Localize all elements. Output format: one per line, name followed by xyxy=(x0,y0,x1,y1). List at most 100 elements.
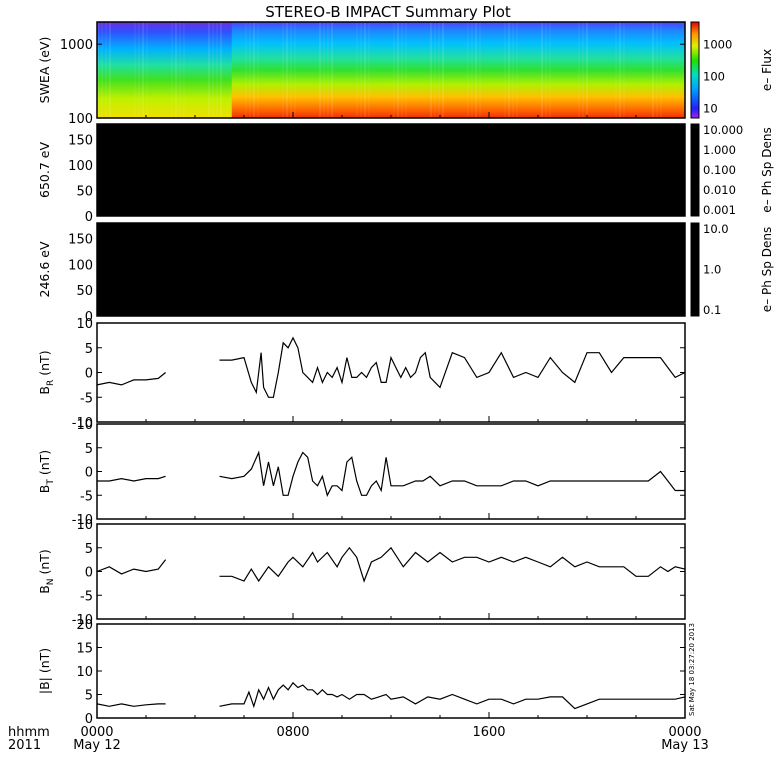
bt-ytick-label: 5 xyxy=(85,442,93,457)
bt-ytick-label: 0 xyxy=(85,466,93,481)
pad650-colorbar-tick: 0.100 xyxy=(703,163,736,177)
swea-streak xyxy=(623,22,625,118)
swea-streak xyxy=(331,22,333,118)
br-ytick-label: 10 xyxy=(76,317,93,332)
swea-streak xyxy=(512,22,514,118)
br-series-segment xyxy=(219,336,686,398)
swea-streak xyxy=(430,22,432,118)
swea-streak xyxy=(216,22,218,118)
swea-streak xyxy=(245,22,247,118)
swea-streak xyxy=(545,22,547,118)
time-axis-format-label: hhmm xyxy=(8,725,50,740)
br-series-segment xyxy=(96,372,166,386)
pad650-ylabel: 650.7 eV xyxy=(37,142,52,198)
swea-streak xyxy=(171,22,173,118)
swea-streak xyxy=(467,22,469,118)
swea-streak xyxy=(504,22,506,118)
swea-streak xyxy=(434,22,436,118)
bt-ylabel: BT (nT) xyxy=(37,450,56,493)
pad246-colorbar-tick: 0.1 xyxy=(703,303,721,317)
bt-series-segment xyxy=(219,450,685,497)
time-tick-label: 0000 xyxy=(668,725,701,740)
swea-ylabel: SWEA (eV) xyxy=(37,37,52,104)
swea-streak xyxy=(138,22,140,118)
pad650-colorbar-tick: 1.000 xyxy=(703,143,736,157)
swea-streak xyxy=(656,22,658,118)
bn-ytick-label: 0 xyxy=(85,566,93,581)
swea-streak xyxy=(183,22,185,118)
swea-streak xyxy=(401,22,403,118)
swea-streak xyxy=(393,22,395,118)
br-ytick-label: 5 xyxy=(85,342,93,357)
pad246-ytick-label: 50 xyxy=(76,284,93,299)
pad650-pitch-angle-map xyxy=(97,124,685,216)
swea-streak xyxy=(220,22,222,118)
swea-streak xyxy=(208,22,210,118)
bn-series-segment xyxy=(219,546,686,583)
swea-streak xyxy=(397,22,399,118)
pad246-ytick-label: 150 xyxy=(68,233,93,248)
swea-streak xyxy=(364,22,366,118)
bt-ytick-label: -10 xyxy=(72,513,93,528)
pad246-ytick-label: 100 xyxy=(68,258,93,273)
swea-streak xyxy=(253,22,255,118)
bt-ytick-label: -5 xyxy=(80,489,93,504)
swea-streak xyxy=(475,22,477,118)
swea-streak xyxy=(134,22,136,118)
swea-streak xyxy=(516,22,518,118)
swea-streak xyxy=(294,22,296,118)
swea-colorbar-label: e– Flux xyxy=(760,49,774,91)
swea-streak xyxy=(179,22,181,118)
pad246-colorbar-tick: 10.0 xyxy=(703,222,729,236)
swea-streak xyxy=(586,22,588,118)
swea-streak xyxy=(319,22,321,118)
swea-streak xyxy=(249,22,251,118)
bn-ytick-label: 5 xyxy=(85,542,93,557)
bn-ytick-label: 10 xyxy=(76,518,93,533)
br-ytick-label: -5 xyxy=(80,391,93,406)
pad650-colorbar-label: e– Ph Sp Dens xyxy=(760,127,774,212)
pad650-colorbar xyxy=(690,123,700,217)
time-tick-label: 0000 xyxy=(80,725,113,740)
bt-ytick-label: 10 xyxy=(76,418,93,433)
time-tick-date-label: May 12 xyxy=(73,738,121,753)
bmag-frame xyxy=(96,623,686,719)
bn-frame xyxy=(96,523,686,620)
generation-stamp: Sat May 18 03:27:20 2013 xyxy=(688,623,696,716)
swea-streak xyxy=(356,22,358,118)
bn-ytick-label: -10 xyxy=(72,613,93,628)
bn-ylabel: BN (nT) xyxy=(37,549,56,594)
swea-streak xyxy=(257,22,259,118)
swea-streak xyxy=(146,22,148,118)
swea-colorbar-tick: 100 xyxy=(703,69,725,83)
swea-streak xyxy=(578,22,580,118)
swea-streak xyxy=(549,22,551,118)
swea-streak xyxy=(327,22,329,118)
swea-low-flux-region xyxy=(97,22,232,118)
pad246-pitch-angle-map xyxy=(97,223,685,316)
br-ytick-label: -10 xyxy=(72,416,93,431)
time-axis-year-label: 2011 xyxy=(8,738,41,753)
pad246-ytick-label: 0 xyxy=(85,310,93,325)
swea-streak xyxy=(582,22,584,118)
swea-streak xyxy=(286,22,288,118)
swea-streak xyxy=(101,22,103,118)
swea-streak xyxy=(368,22,370,118)
panel-bn: 10 5 0 -5 -10 BN (nT) xyxy=(37,518,686,628)
pad650-ytick-label: 50 xyxy=(76,184,93,199)
bmag-series-segment xyxy=(219,681,686,710)
swea-streak xyxy=(290,22,292,118)
bmag-ytick-label: 20 xyxy=(76,618,93,633)
swea-streak xyxy=(142,22,144,118)
pad650-colorbar-tick: 0.001 xyxy=(703,203,736,217)
pad650-colorbar-tick: 0.010 xyxy=(703,183,736,197)
swea-ytick-label: 100 xyxy=(68,112,93,127)
swea-colorbar-tick: 1000 xyxy=(703,37,732,51)
pad246-ylabel: 246.6 eV xyxy=(37,241,52,297)
swea-streak xyxy=(508,22,510,118)
panel-br: 10 5 0 -5 -10 BR (nT) xyxy=(37,317,686,431)
plot-title: STEREO-B IMPACT Summary Plot xyxy=(265,3,511,21)
swea-streak xyxy=(438,22,440,118)
panel-bt: 10 5 0 -5 -10 BT (nT) xyxy=(37,418,686,528)
time-tick-date-label: May 13 xyxy=(661,738,709,753)
